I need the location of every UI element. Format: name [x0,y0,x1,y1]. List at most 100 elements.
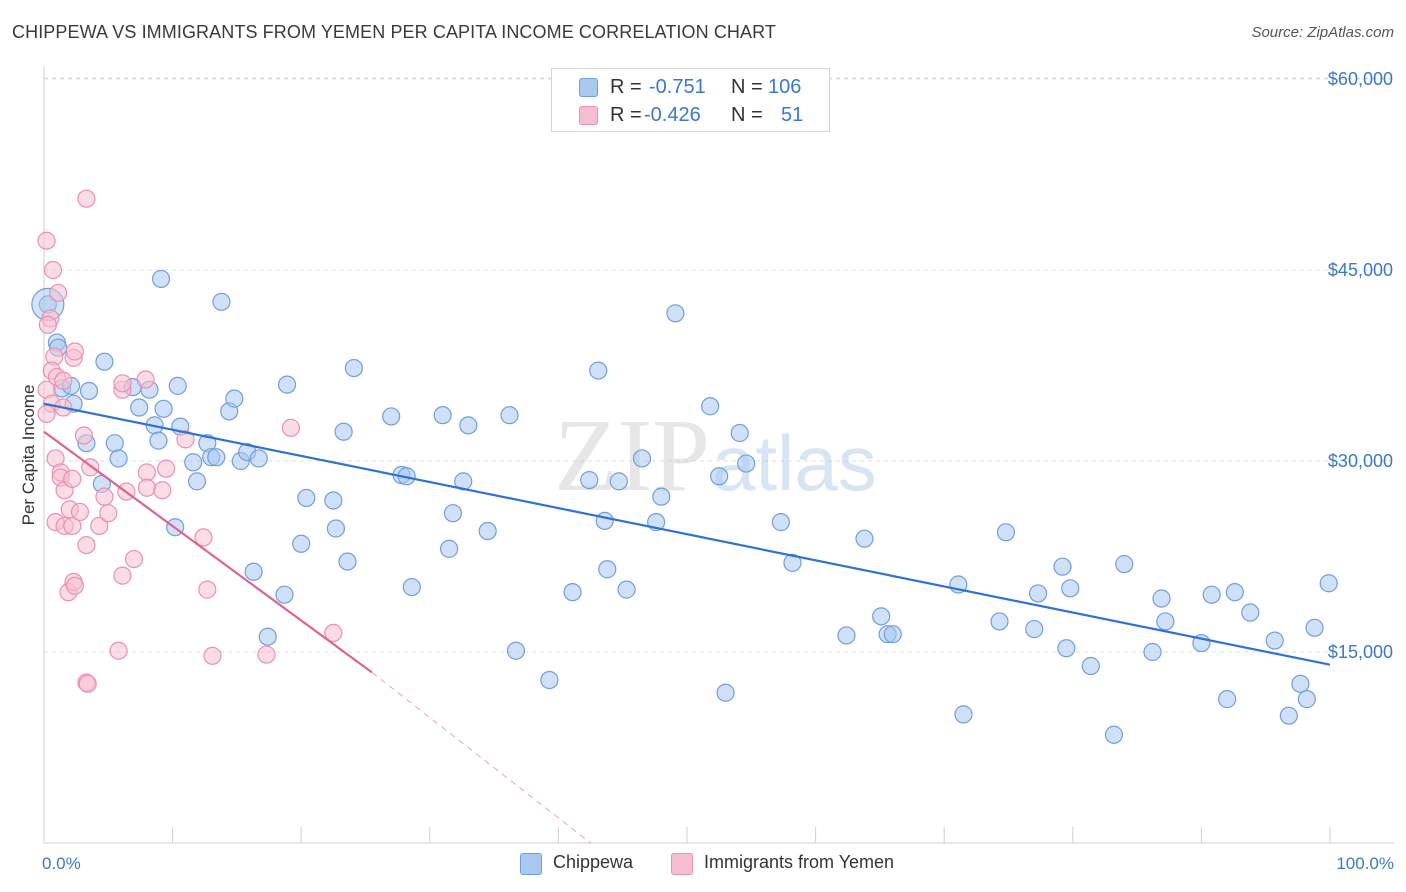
axes [43,66,1394,844]
chippewa-point [187,472,207,491]
yemen-point [176,430,195,449]
yemen-point [136,370,155,389]
yemen-point [257,645,276,664]
yemen-point [281,418,301,437]
chippewa-point [855,529,874,548]
chippewa-point [95,352,114,371]
chippewa-point [771,513,790,532]
legend-n-label: N = [731,76,763,98]
gridlines [44,77,1394,653]
yemen-point [49,283,68,303]
legend-label-chippewa: Chippewa [553,852,634,872]
chippewa-point [1057,639,1076,658]
yemen-point [43,260,63,280]
yemen-point [65,342,84,361]
chippewa-point [563,583,582,602]
chippewa-point [149,431,168,450]
legend-label-yemen: Immigrants from Yemen [704,852,895,872]
chippewa-trend-line [43,402,1331,666]
chippewa-point [1053,557,1072,576]
trend-lines [43,402,1331,844]
chart-title: CHIPPEWA VS IMMIGRANTS FROM YEMEN PER CA… [12,22,776,42]
yemen-point [194,528,213,547]
chippewa-point [783,553,802,572]
chippewa-point [1279,706,1298,725]
legend-r-value: -0.751 [649,76,706,98]
yemen-point [113,566,132,585]
chippewa-point [632,449,652,468]
chippewa-point [1291,674,1310,693]
chippewa-point [433,406,452,425]
chippewa-point [598,560,617,579]
chippewa-point [207,448,226,467]
x-tick-label-max: 100.0% [1336,854,1394,873]
chippewa-point [589,361,608,380]
yemen-point [70,502,90,522]
yemen-point [99,504,118,523]
chippewa-point [439,539,459,558]
yemen-trend-extension [371,671,591,844]
yemen-point [324,623,343,643]
chippewa-point [1265,631,1284,650]
chippewa-point [1115,555,1134,574]
y-tick-label: $30,000 [1328,451,1393,471]
chippewa-point [249,449,268,468]
chippewa-point [1104,725,1124,744]
chippewa-point [837,626,856,645]
chippewa-point [344,358,364,378]
chippewa-point [990,612,1009,631]
chippewa-point [996,523,1016,542]
chippewa-point [666,304,685,323]
yemen-point [124,549,144,569]
chippewa-point [954,705,973,724]
yemen-point [95,487,114,506]
yemen-point [153,481,172,500]
legend-row-yemen: R = -0.426 N = 51 [552,101,829,129]
y-tick-label: $60,000 [1328,69,1393,89]
legend-n-label: N = [731,104,763,126]
yemen-point [198,580,217,599]
chippewa-point [130,398,149,417]
chippewa-point [478,521,497,541]
chippewa-point [580,471,599,490]
series-yemen-points [37,189,343,693]
chippewa-point [1028,584,1048,603]
chippewa-point [500,406,519,425]
chippewa-point [297,488,316,508]
yemen-point [137,463,156,482]
yemen-point [65,576,84,595]
x-tick-label-min: 0.0% [42,854,81,873]
chippewa-point [212,292,231,311]
chippewa-point [1061,579,1080,598]
chippewa-point [275,585,294,604]
legend-r-value: -0.426 [644,104,701,126]
y-tick-label: $15,000 [1328,642,1393,662]
chippewa-point [872,607,891,626]
yemen-trend-line [43,430,373,674]
yemen-point [38,315,57,334]
chippewa-point [105,434,124,453]
chippewa-point [540,670,559,690]
chippewa-point [710,467,729,486]
series-chippewa-points [31,269,1338,744]
yemen-point [113,374,132,393]
chippewa-point [324,491,343,510]
chippewa-point [151,269,171,289]
chippewa-point [225,389,244,408]
chippewa-point [506,641,526,660]
chippewa-point [168,376,187,395]
chippewa-point [326,519,346,538]
chippewa-point [1225,583,1244,602]
chippewa-point [595,511,614,530]
chippewa-point [730,423,749,443]
y-axis-label: Per Capita Income [19,385,38,526]
yemen-point [37,231,56,250]
chippewa-point [1143,642,1162,662]
chippewa-point [1241,603,1260,622]
chippewa-swatch [579,78,598,97]
watermark: ZIP atlas [554,398,877,513]
chippewa-point [1319,574,1338,593]
chippewa-point [1202,585,1221,604]
tick-labels: $15,000 $30,000 $45,000 $60,000 0.0% 100.0% [42,69,1394,873]
